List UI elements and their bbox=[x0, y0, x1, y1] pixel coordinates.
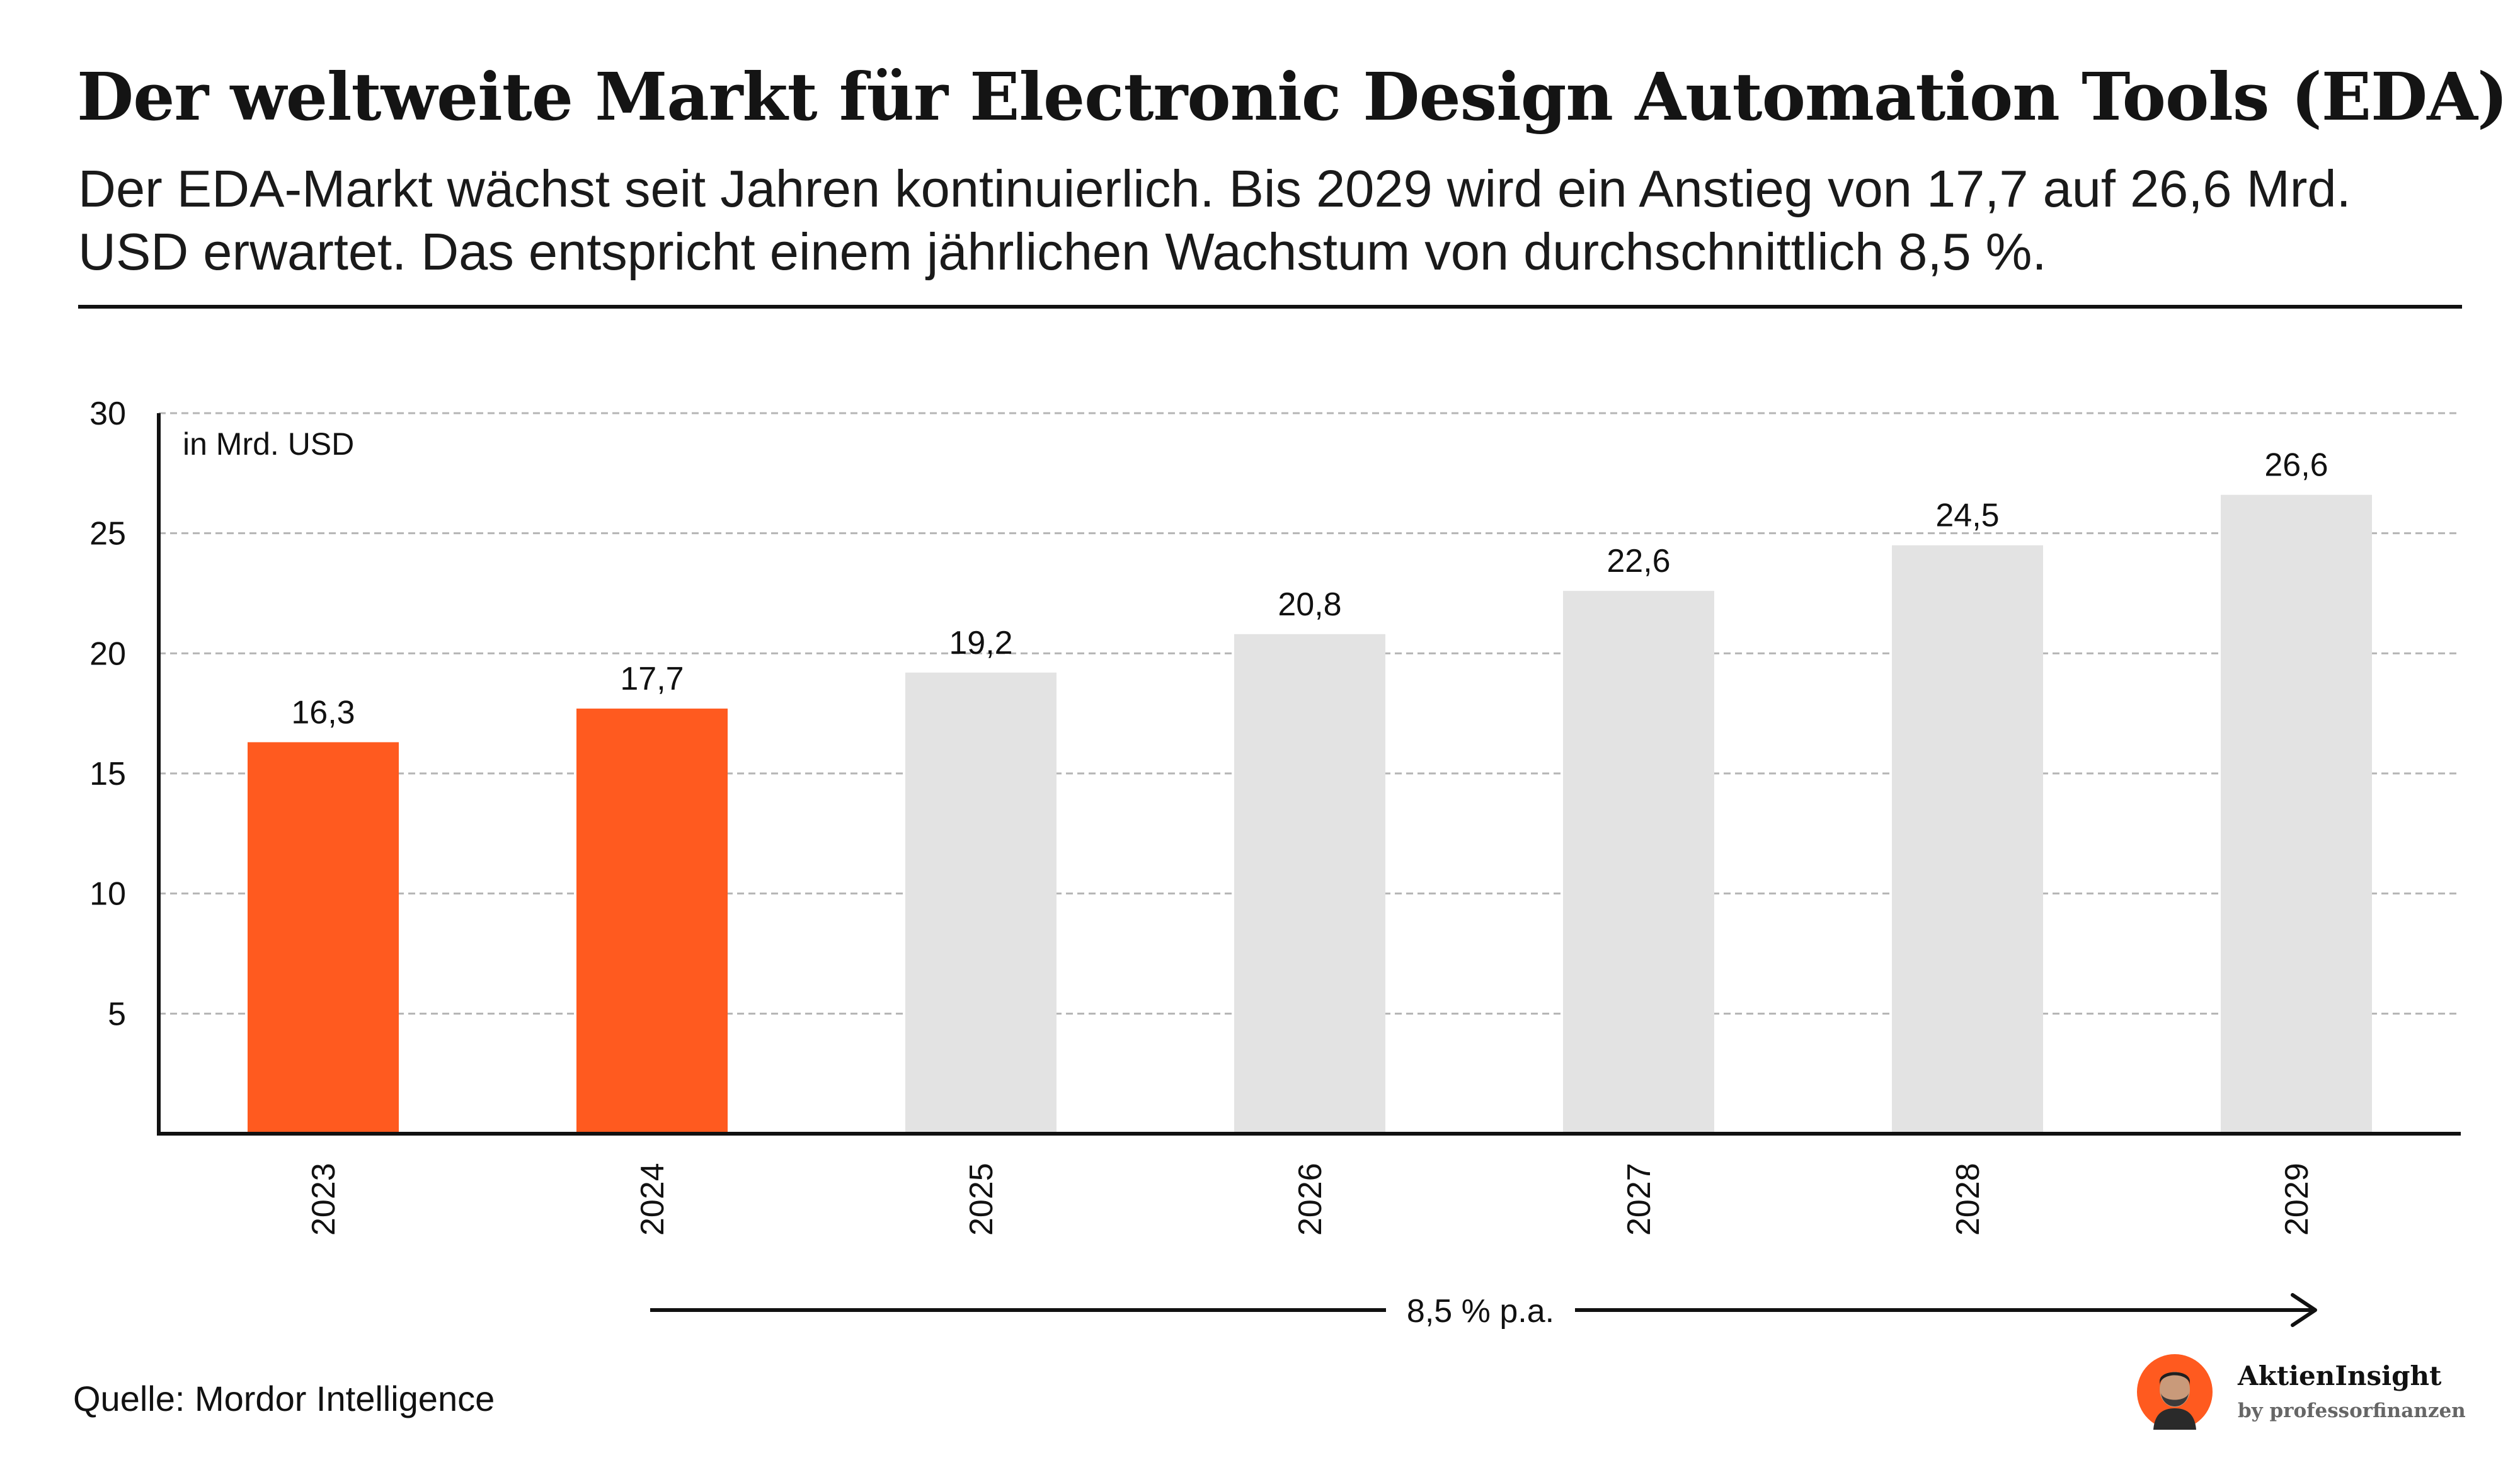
x-tick-label: 2027 bbox=[1621, 1163, 1658, 1236]
data-label: 26,6 bbox=[2264, 447, 2328, 484]
chart-subtitle: Der EDA-Markt wächst seit Jahren kontinu… bbox=[78, 159, 2351, 281]
unit-label: in Mrd. USD bbox=[183, 426, 354, 462]
x-tick-label: 2028 bbox=[1950, 1163, 1986, 1236]
x-tick-label: 2029 bbox=[2279, 1163, 2315, 1236]
header-divider bbox=[78, 305, 2462, 309]
y-tick-label: 30 bbox=[89, 396, 126, 432]
data-label: 22,6 bbox=[1606, 543, 1670, 579]
bar bbox=[1892, 545, 2043, 1134]
data-label: 17,7 bbox=[620, 661, 684, 697]
bars bbox=[248, 494, 2372, 1134]
brand-byline: by professorfinanzen bbox=[2238, 1399, 2466, 1422]
source-note: Quelle: Mordor Intelligence bbox=[73, 1379, 495, 1418]
y-tick-label: 10 bbox=[89, 876, 126, 913]
x-tick-label: 2023 bbox=[306, 1163, 342, 1236]
bar bbox=[248, 742, 399, 1134]
bar bbox=[576, 709, 728, 1134]
bar bbox=[1234, 634, 1385, 1134]
growth-annotation: 8,5 % p.a. bbox=[650, 1293, 2317, 1330]
x-tick-label: 2025 bbox=[963, 1163, 1000, 1236]
avatar-icon bbox=[2137, 1354, 2213, 1430]
bar bbox=[1563, 591, 1714, 1134]
y-tick-label: 20 bbox=[89, 636, 126, 672]
labels: in Mrd. USD 16,3 17,7 19,2 20,8 22,6 24,5 26,6 bbox=[183, 426, 2328, 731]
y-tick-label: 25 bbox=[89, 516, 126, 552]
data-label: 24,5 bbox=[1935, 498, 1999, 534]
x-tick-label: 2026 bbox=[1292, 1163, 1329, 1236]
brand-name: AktienInsight bbox=[2238, 1360, 2442, 1391]
growth-label: 8,5 % p.a. bbox=[1407, 1293, 1554, 1330]
bar bbox=[905, 672, 1057, 1134]
data-label: 20,8 bbox=[1278, 586, 1341, 623]
arrow-head-icon bbox=[2291, 1293, 2317, 1327]
brand-logo: AktienInsight by professorfinanzen bbox=[2136, 1348, 2488, 1436]
y-tick-label: 5 bbox=[108, 996, 126, 1032]
x-tick-label: 2024 bbox=[634, 1163, 671, 1236]
bar bbox=[2221, 494, 2372, 1134]
data-label: 16,3 bbox=[291, 694, 355, 731]
y-tick-label: 15 bbox=[89, 756, 126, 792]
data-label: 19,2 bbox=[949, 625, 1012, 661]
chart-title: Der weltweite Markt für Electronic Desig… bbox=[77, 58, 2508, 135]
